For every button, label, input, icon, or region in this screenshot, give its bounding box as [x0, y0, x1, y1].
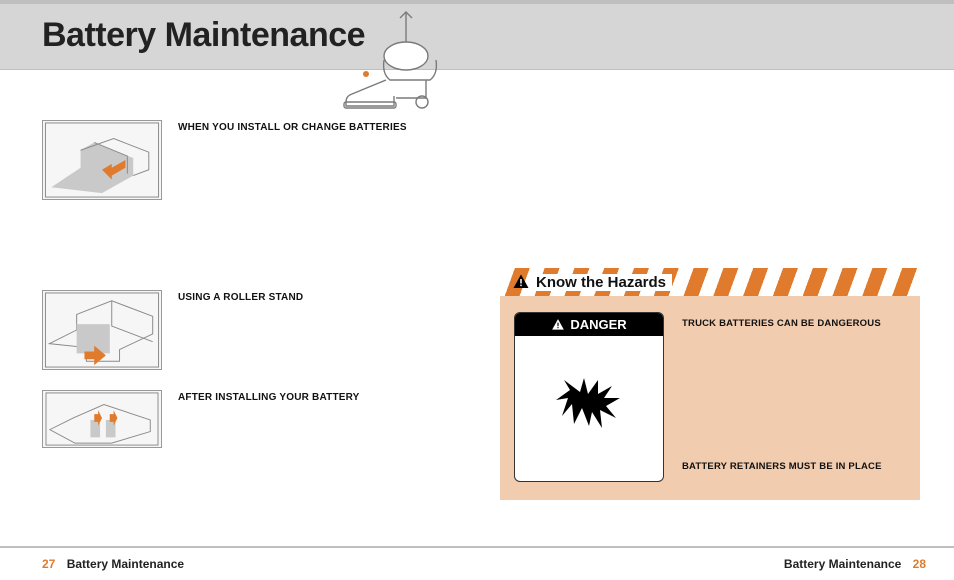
danger-header: DANGER — [515, 313, 663, 336]
footer-title-left: Battery Maintenance — [67, 557, 184, 571]
step-item: WHEN YOU INSTALL OR CHANGE BATTERIES — [42, 120, 482, 200]
steps-column: WHEN YOU INSTALL OR CHANGE BATTERIES USI… — [42, 120, 482, 468]
step-thumb-1 — [42, 120, 162, 200]
step-label: WHEN YOU INSTALL OR CHANGE BATTERIES — [178, 120, 407, 133]
step-label: USING A ROLLER STAND — [178, 290, 303, 303]
hazard-line: TRUCK BATTERIES CAN BE DANGEROUS — [682, 318, 906, 329]
hazard-body: DANGER TRUCK BATTERIES CAN BE DANGEROUS … — [500, 296, 920, 500]
page-footer: 27 Battery Maintenance Battery Maintenan… — [0, 546, 954, 580]
step-item: AFTER INSTALLING YOUR BATTERY — [42, 390, 482, 448]
warning-triangle-icon — [551, 318, 565, 332]
danger-card: DANGER — [514, 312, 664, 482]
hazard-title: Know the Hazards — [536, 274, 672, 291]
hazard-panel: Know the Hazards DANGER TRUCK BATTERIES … — [500, 268, 920, 500]
step-thumb-2 — [42, 290, 162, 370]
explosion-icon — [554, 378, 624, 438]
hazard-stripe: Know the Hazards — [500, 268, 920, 296]
warning-triangle-icon — [512, 273, 530, 291]
hazard-line: BATTERY RETAINERS MUST BE IN PLACE — [682, 461, 906, 472]
pallet-truck-icon — [330, 10, 470, 115]
step-thumb-3 — [42, 390, 162, 448]
danger-label: DANGER — [570, 317, 626, 332]
step-item: USING A ROLLER STAND — [42, 290, 482, 370]
footer-left: 27 Battery Maintenance — [42, 557, 184, 571]
page-number-right: 28 — [913, 557, 926, 571]
hazard-text-col: TRUCK BATTERIES CAN BE DANGEROUS BATTERY… — [682, 312, 906, 482]
step-label: AFTER INSTALLING YOUR BATTERY — [178, 390, 360, 403]
footer-right: Battery Maintenance 28 — [784, 557, 926, 571]
page-title: Battery Maintenance — [42, 16, 365, 55]
footer-title-right: Battery Maintenance — [784, 557, 901, 571]
page-number-left: 27 — [42, 557, 55, 571]
